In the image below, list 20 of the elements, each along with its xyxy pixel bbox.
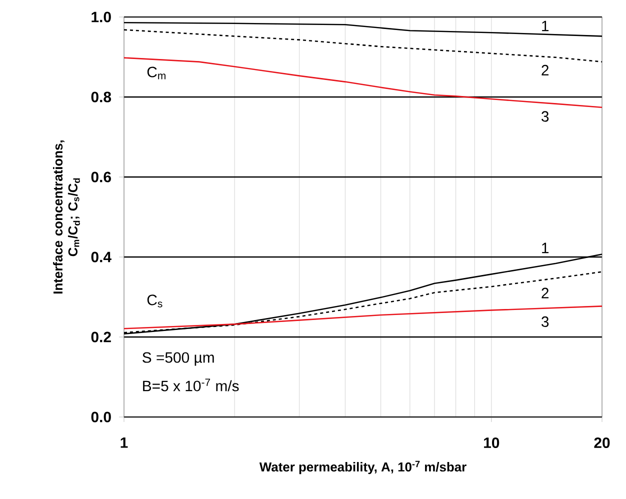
series-label: 2 xyxy=(542,288,549,298)
series-label: 3 xyxy=(542,111,549,122)
y-tick-label: 0.2 xyxy=(91,332,111,342)
series-label: 2 xyxy=(542,64,549,76)
x-tick-label: 1 xyxy=(120,437,128,448)
series-label: 1 xyxy=(542,20,549,32)
series-label: 3 xyxy=(542,316,549,327)
x-tick-label: 20 xyxy=(594,437,610,448)
y-tick-label: 0.0 xyxy=(91,412,111,422)
y-tick-label: 0.8 xyxy=(91,92,112,102)
y-tick-label: 0.4 xyxy=(91,252,112,262)
y-tick-label: 0.6 xyxy=(91,172,111,182)
annotation: S =500 µm xyxy=(142,352,214,366)
annotation: B=5 x 10$^{-7}$ m/s xyxy=(143,378,239,392)
annotation: C$_{m}$ xyxy=(147,66,166,80)
y-tick-label: 1.0 xyxy=(92,12,111,22)
x-axis-title: Water permeability, A, 10$^{-7}$ m/sbar xyxy=(259,460,466,474)
x-tick-label: 10 xyxy=(484,437,500,448)
series-label: 1 xyxy=(542,242,549,254)
annotation: C$_{s}$ xyxy=(147,294,162,308)
